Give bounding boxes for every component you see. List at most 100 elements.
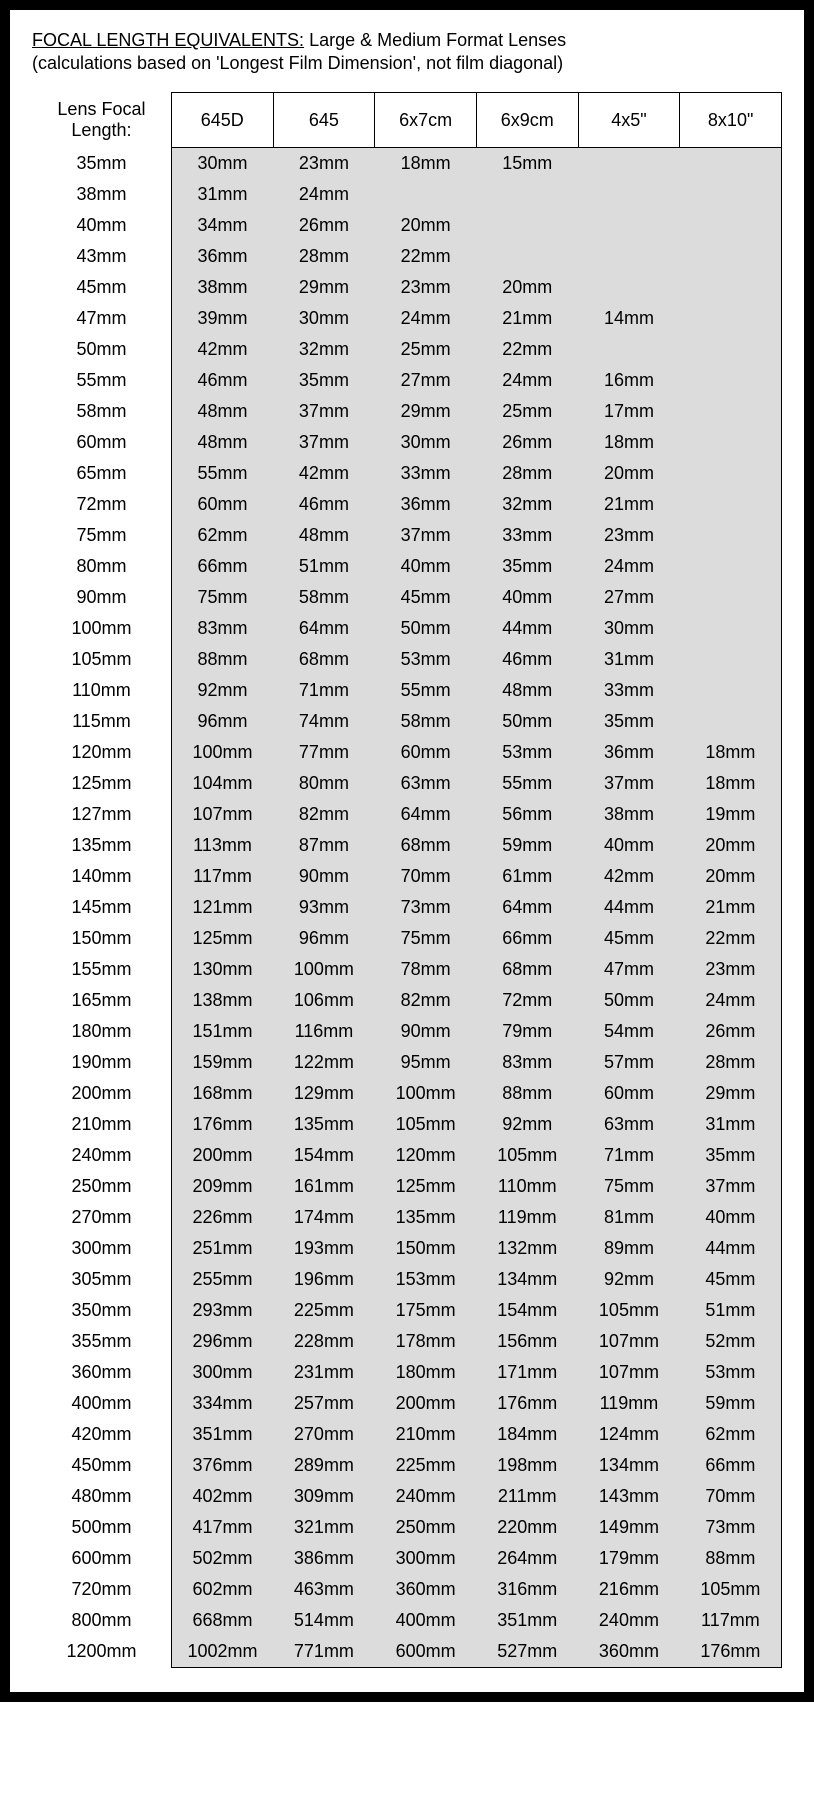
table-row: 105mm88mm68mm53mm46mm31mm <box>32 644 782 675</box>
cell-value: 55mm <box>171 458 273 489</box>
cell-value: 23mm <box>578 520 680 551</box>
cell-value: 33mm <box>375 458 477 489</box>
cell-value: 125mm <box>171 923 273 954</box>
cell-value: 300mm <box>171 1357 273 1388</box>
cell-value: 22mm <box>476 334 578 365</box>
cell-value: 36mm <box>578 737 680 768</box>
cell-value: 46mm <box>171 365 273 396</box>
cell-value: 35mm <box>578 706 680 737</box>
cell-value: 771mm <box>273 1636 375 1668</box>
table-row: 600mm502mm386mm300mm264mm179mm88mm <box>32 1543 782 1574</box>
cell-value: 20mm <box>476 272 578 303</box>
cell-value: 400mm <box>375 1605 477 1636</box>
table-row: 300mm251mm193mm150mm132mm89mm44mm <box>32 1233 782 1264</box>
cell-value: 106mm <box>273 985 375 1016</box>
row-label: 500mm <box>32 1512 171 1543</box>
cell-value: 45mm <box>680 1264 782 1295</box>
row-label: 90mm <box>32 582 171 613</box>
row-label: 800mm <box>32 1605 171 1636</box>
cell-value: 38mm <box>171 272 273 303</box>
cell-value: 200mm <box>375 1388 477 1419</box>
cell-value: 62mm <box>680 1419 782 1450</box>
cell-value: 376mm <box>171 1450 273 1481</box>
cell-value: 72mm <box>476 985 578 1016</box>
table-row: 800mm668mm514mm400mm351mm240mm117mm <box>32 1605 782 1636</box>
cell-value: 71mm <box>578 1140 680 1171</box>
row-label: 450mm <box>32 1450 171 1481</box>
table-row: 110mm92mm71mm55mm48mm33mm <box>32 675 782 706</box>
cell-value: 42mm <box>273 458 375 489</box>
cell-value <box>680 582 782 613</box>
cell-value: 26mm <box>680 1016 782 1047</box>
cell-value: 70mm <box>680 1481 782 1512</box>
cell-value <box>680 458 782 489</box>
cell-value: 64mm <box>375 799 477 830</box>
cell-value <box>578 272 680 303</box>
cell-value: 47mm <box>578 954 680 985</box>
table-row: 60mm48mm37mm30mm26mm18mm <box>32 427 782 458</box>
cell-value: 88mm <box>680 1543 782 1574</box>
cell-value: 46mm <box>476 644 578 675</box>
cell-value: 240mm <box>375 1481 477 1512</box>
table-row: 720mm602mm463mm360mm316mm216mm105mm <box>32 1574 782 1605</box>
cell-value: 38mm <box>578 799 680 830</box>
cell-value: 53mm <box>476 737 578 768</box>
cell-value: 25mm <box>375 334 477 365</box>
row-label: 150mm <box>32 923 171 954</box>
row-label: 80mm <box>32 551 171 582</box>
cell-value: 196mm <box>273 1264 375 1295</box>
cell-value: 527mm <box>476 1636 578 1668</box>
table-row: 35mm30mm23mm18mm15mm <box>32 148 782 180</box>
row-label: 35mm <box>32 148 171 180</box>
cell-value: 48mm <box>476 675 578 706</box>
cell-value: 32mm <box>476 489 578 520</box>
row-label: 200mm <box>32 1078 171 1109</box>
cell-value: 402mm <box>171 1481 273 1512</box>
cell-value: 168mm <box>171 1078 273 1109</box>
cell-value: 198mm <box>476 1450 578 1481</box>
table-row: 400mm334mm257mm200mm176mm119mm59mm <box>32 1388 782 1419</box>
cell-value: 23mm <box>375 272 477 303</box>
cell-value: 20mm <box>375 210 477 241</box>
cell-value: 107mm <box>171 799 273 830</box>
table-row: 140mm117mm90mm70mm61mm42mm20mm <box>32 861 782 892</box>
cell-value: 35mm <box>476 551 578 582</box>
column-header: 4x5" <box>578 93 680 148</box>
table-row: 72mm60mm46mm36mm32mm21mm <box>32 489 782 520</box>
cell-value: 45mm <box>578 923 680 954</box>
cell-value: 45mm <box>375 582 477 613</box>
cell-value <box>476 179 578 210</box>
cell-value: 35mm <box>273 365 375 396</box>
cell-value: 100mm <box>273 954 375 985</box>
row-label: 305mm <box>32 1264 171 1295</box>
cell-value <box>680 520 782 551</box>
cell-value <box>578 179 680 210</box>
cell-value: 149mm <box>578 1512 680 1543</box>
cell-value <box>680 148 782 180</box>
row-label: 400mm <box>32 1388 171 1419</box>
cell-value: 120mm <box>375 1140 477 1171</box>
cell-value: 55mm <box>375 675 477 706</box>
cell-value: 200mm <box>171 1140 273 1171</box>
cell-value: 64mm <box>273 613 375 644</box>
cell-value: 129mm <box>273 1078 375 1109</box>
cell-value: 100mm <box>375 1078 477 1109</box>
cell-value: 602mm <box>171 1574 273 1605</box>
cell-value: 150mm <box>375 1233 477 1264</box>
cell-value: 22mm <box>680 923 782 954</box>
cell-value: 18mm <box>680 768 782 799</box>
row-label: 350mm <box>32 1295 171 1326</box>
cell-value: 28mm <box>476 458 578 489</box>
cell-value: 39mm <box>171 303 273 334</box>
cell-value: 124mm <box>578 1419 680 1450</box>
cell-value: 21mm <box>476 303 578 334</box>
cell-value: 107mm <box>578 1357 680 1388</box>
column-header: 645D <box>171 93 273 148</box>
cell-value: 179mm <box>578 1543 680 1574</box>
cell-value: 31mm <box>578 644 680 675</box>
cell-value: 228mm <box>273 1326 375 1357</box>
row-label: 145mm <box>32 892 171 923</box>
cell-value: 95mm <box>375 1047 477 1078</box>
cell-value: 226mm <box>171 1202 273 1233</box>
cell-value: 316mm <box>476 1574 578 1605</box>
